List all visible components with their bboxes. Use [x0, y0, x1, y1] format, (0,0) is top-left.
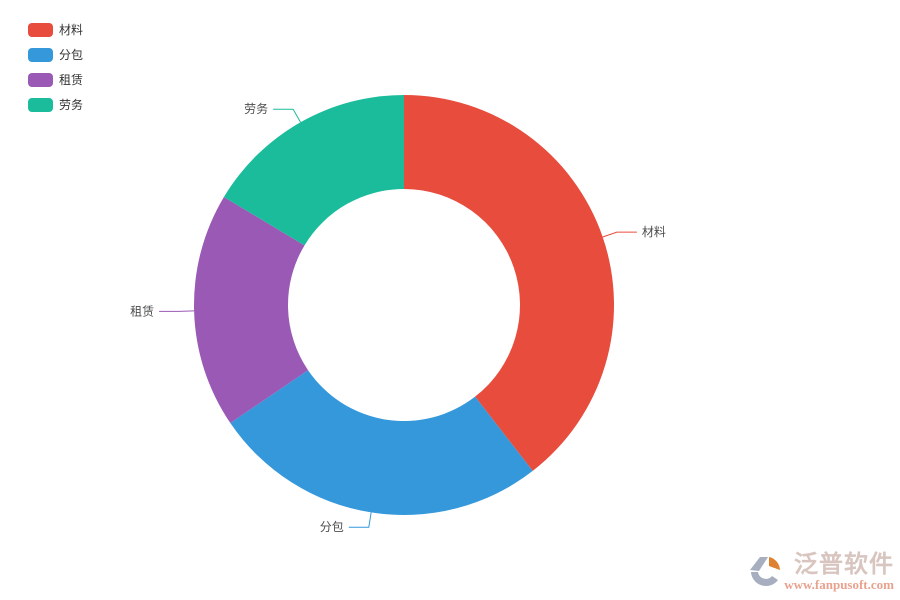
pie-slice-materials[interactable] — [404, 95, 615, 471]
slice-label-rental: 租赁 — [130, 304, 154, 318]
label-line-labor — [273, 108, 301, 123]
watermark-url: www.fanpusoft.com — [784, 576, 894, 592]
legend-item-subcontract[interactable]: 分包 — [28, 48, 83, 62]
legend-item-labor[interactable]: 劳务 — [28, 98, 83, 112]
legend-label: 劳务 — [59, 98, 84, 112]
slice-label-labor: 劳务 — [244, 101, 268, 116]
legend-label: 材料 — [59, 23, 84, 37]
slice-label-subcontract: 分包 — [320, 520, 344, 534]
legend-swatch-icon — [28, 48, 53, 62]
pie-slice-rental[interactable] — [193, 196, 309, 424]
legend-swatch-icon — [28, 98, 53, 112]
slice-label-materials: 材料 — [642, 225, 666, 239]
pie-slice-labor[interactable] — [223, 95, 404, 246]
legend-item-materials[interactable]: 材料 — [28, 23, 83, 37]
watermark: 泛普软件 www.fanpusoft.com — [748, 550, 894, 592]
fanpu-logo-icon — [750, 556, 781, 586]
watermark-brand: 泛普软件 — [794, 550, 894, 578]
legend-item-rental[interactable]: 租赁 — [28, 73, 83, 87]
legend-label: 分包 — [59, 48, 84, 62]
chart-legend: 材料 分包 租赁 劳务 — [28, 23, 83, 123]
legend-label: 租赁 — [59, 73, 84, 87]
legend-swatch-icon — [28, 73, 53, 87]
legend-swatch-icon — [28, 23, 53, 37]
pie-slice-subcontract[interactable] — [230, 370, 533, 515]
label-line-subcontract — [348, 512, 372, 528]
label-line-materials — [602, 231, 637, 238]
